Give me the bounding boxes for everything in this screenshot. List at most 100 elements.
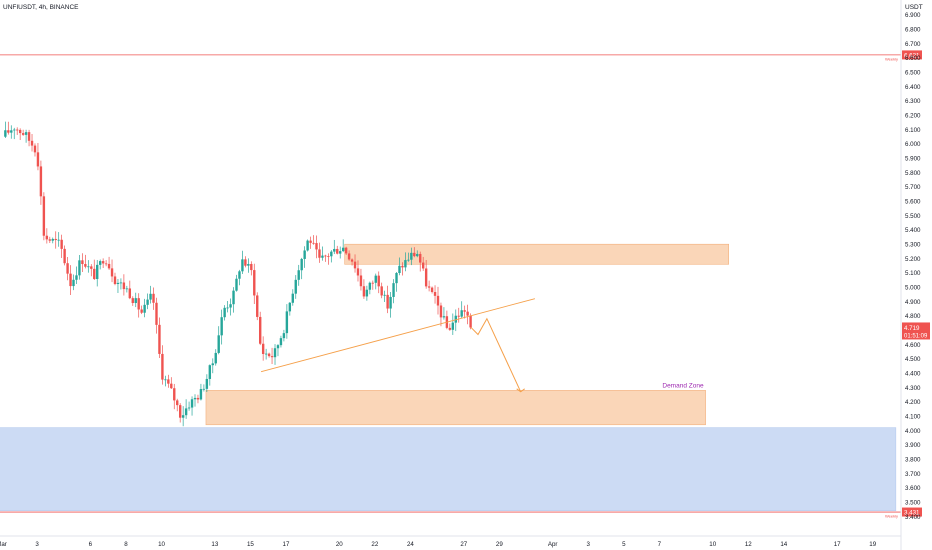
candle-body	[291, 293, 294, 303]
candle-body	[155, 302, 158, 325]
candle-body	[72, 279, 75, 287]
time-tick-label: 8	[124, 541, 128, 548]
time-axis[interactable]: Mar 3 6 8 10 13 15 17 20 22 24 27 29 Apr 3 5 7 10 12 14 17 19	[0, 541, 877, 548]
time-tick-label: 7	[658, 541, 662, 548]
time-tick-label: 15	[247, 541, 254, 548]
candle-body	[78, 260, 81, 276]
candle-body	[439, 305, 443, 318]
candle-body	[362, 286, 366, 297]
candle-body	[190, 399, 194, 408]
candle-body	[173, 388, 176, 401]
price-tick-label: 6.400	[905, 84, 921, 91]
candle-body	[442, 316, 446, 318]
candle-body	[386, 294, 389, 309]
upper-level-tag: Weekly	[885, 56, 898, 61]
time-tick-label: 3	[587, 541, 591, 548]
candle-body	[181, 415, 185, 418]
candle-body	[60, 239, 63, 249]
candle-body	[107, 263, 111, 269]
candle-body	[241, 259, 244, 272]
resistance-zone	[344, 243, 730, 265]
candle-body	[223, 307, 226, 318]
candle-body	[140, 309, 143, 313]
candle-body	[10, 130, 13, 133]
demand-zone-label: Demand Zone	[662, 382, 704, 389]
price-tick-label: 5.500	[905, 213, 921, 220]
candle-body	[84, 264, 87, 267]
candle-body	[303, 250, 306, 259]
candle-body	[104, 263, 108, 265]
time-tick-label: 22	[371, 541, 378, 548]
candle-body	[294, 279, 297, 294]
projection-path	[470, 317, 522, 393]
candle-body	[383, 294, 386, 296]
candle-body	[226, 307, 229, 309]
price-tick-label: 5.000	[905, 285, 921, 292]
candle-body	[134, 298, 137, 304]
trendline	[260, 298, 536, 373]
price-axis[interactable]: 3.400 3.500 3.600 3.700 3.800 3.900 4.000 4.100…	[902, 12, 930, 521]
price-tick-label: 4.900	[905, 299, 921, 306]
price-tick-label: 5.400	[905, 227, 921, 234]
candle-body	[460, 310, 463, 317]
lower-level-price-box	[902, 507, 922, 517]
candle-body	[229, 304, 232, 308]
candle-body	[371, 282, 375, 284]
candle-body	[235, 278, 238, 291]
candle-body	[238, 271, 241, 279]
candle-body	[39, 166, 43, 197]
candle-body	[341, 247, 345, 252]
price-tick-label: 6.900	[905, 12, 921, 19]
candle-body	[146, 299, 149, 305]
price-tick-label: 5.700	[905, 184, 921, 191]
candle-body	[7, 130, 10, 133]
candle-body	[267, 353, 271, 357]
lower-level-tag: Weekly	[885, 514, 898, 519]
candle-body	[339, 251, 342, 254]
candle-body	[309, 240, 312, 243]
candle-body	[98, 261, 102, 265]
candle-body	[256, 295, 259, 317]
candle-body	[436, 295, 440, 306]
candle-body	[45, 235, 49, 240]
candle-body	[264, 353, 268, 355]
time-tick-label: 3	[35, 541, 39, 548]
candle-body	[276, 345, 280, 349]
candle-body	[466, 311, 469, 316]
candle-body	[196, 397, 200, 400]
candle-body	[451, 322, 455, 330]
candle-body	[205, 378, 209, 389]
candle-body	[424, 268, 428, 287]
candle-body	[170, 383, 173, 389]
candle-body	[66, 263, 69, 274]
price-tick-label: 4.100	[905, 413, 921, 420]
candle-body	[285, 311, 289, 334]
candle-body	[336, 248, 339, 254]
candle-body	[149, 293, 152, 300]
time-tick-label: 20	[336, 541, 343, 548]
price-tick-label: 5.200	[905, 256, 921, 263]
candle-body	[457, 315, 460, 317]
candle-body	[469, 315, 472, 328]
candle-body	[404, 260, 407, 268]
candle-body	[368, 282, 372, 290]
symbol-title: UNFIUSDT, 4h, BINANCE	[3, 4, 79, 11]
candle-body	[261, 343, 265, 355]
candle-body	[353, 261, 357, 269]
price-tick-label: 3.400	[905, 514, 921, 521]
candle-body	[279, 338, 283, 346]
candle-body	[297, 270, 300, 280]
price-tick-label: 4.000	[905, 428, 921, 435]
current-price-label: 4.719	[904, 325, 920, 332]
price-tick-label: 6.200	[905, 113, 921, 120]
candle-body	[119, 282, 123, 284]
candle-body	[178, 405, 182, 418]
time-tick-label: 17	[283, 541, 290, 548]
candle-body	[270, 356, 274, 358]
price-tick-label: 4.500	[905, 356, 921, 363]
candle-body	[220, 317, 223, 336]
candle-body	[365, 289, 369, 297]
candle-body	[350, 259, 354, 262]
candle-body	[128, 288, 132, 299]
